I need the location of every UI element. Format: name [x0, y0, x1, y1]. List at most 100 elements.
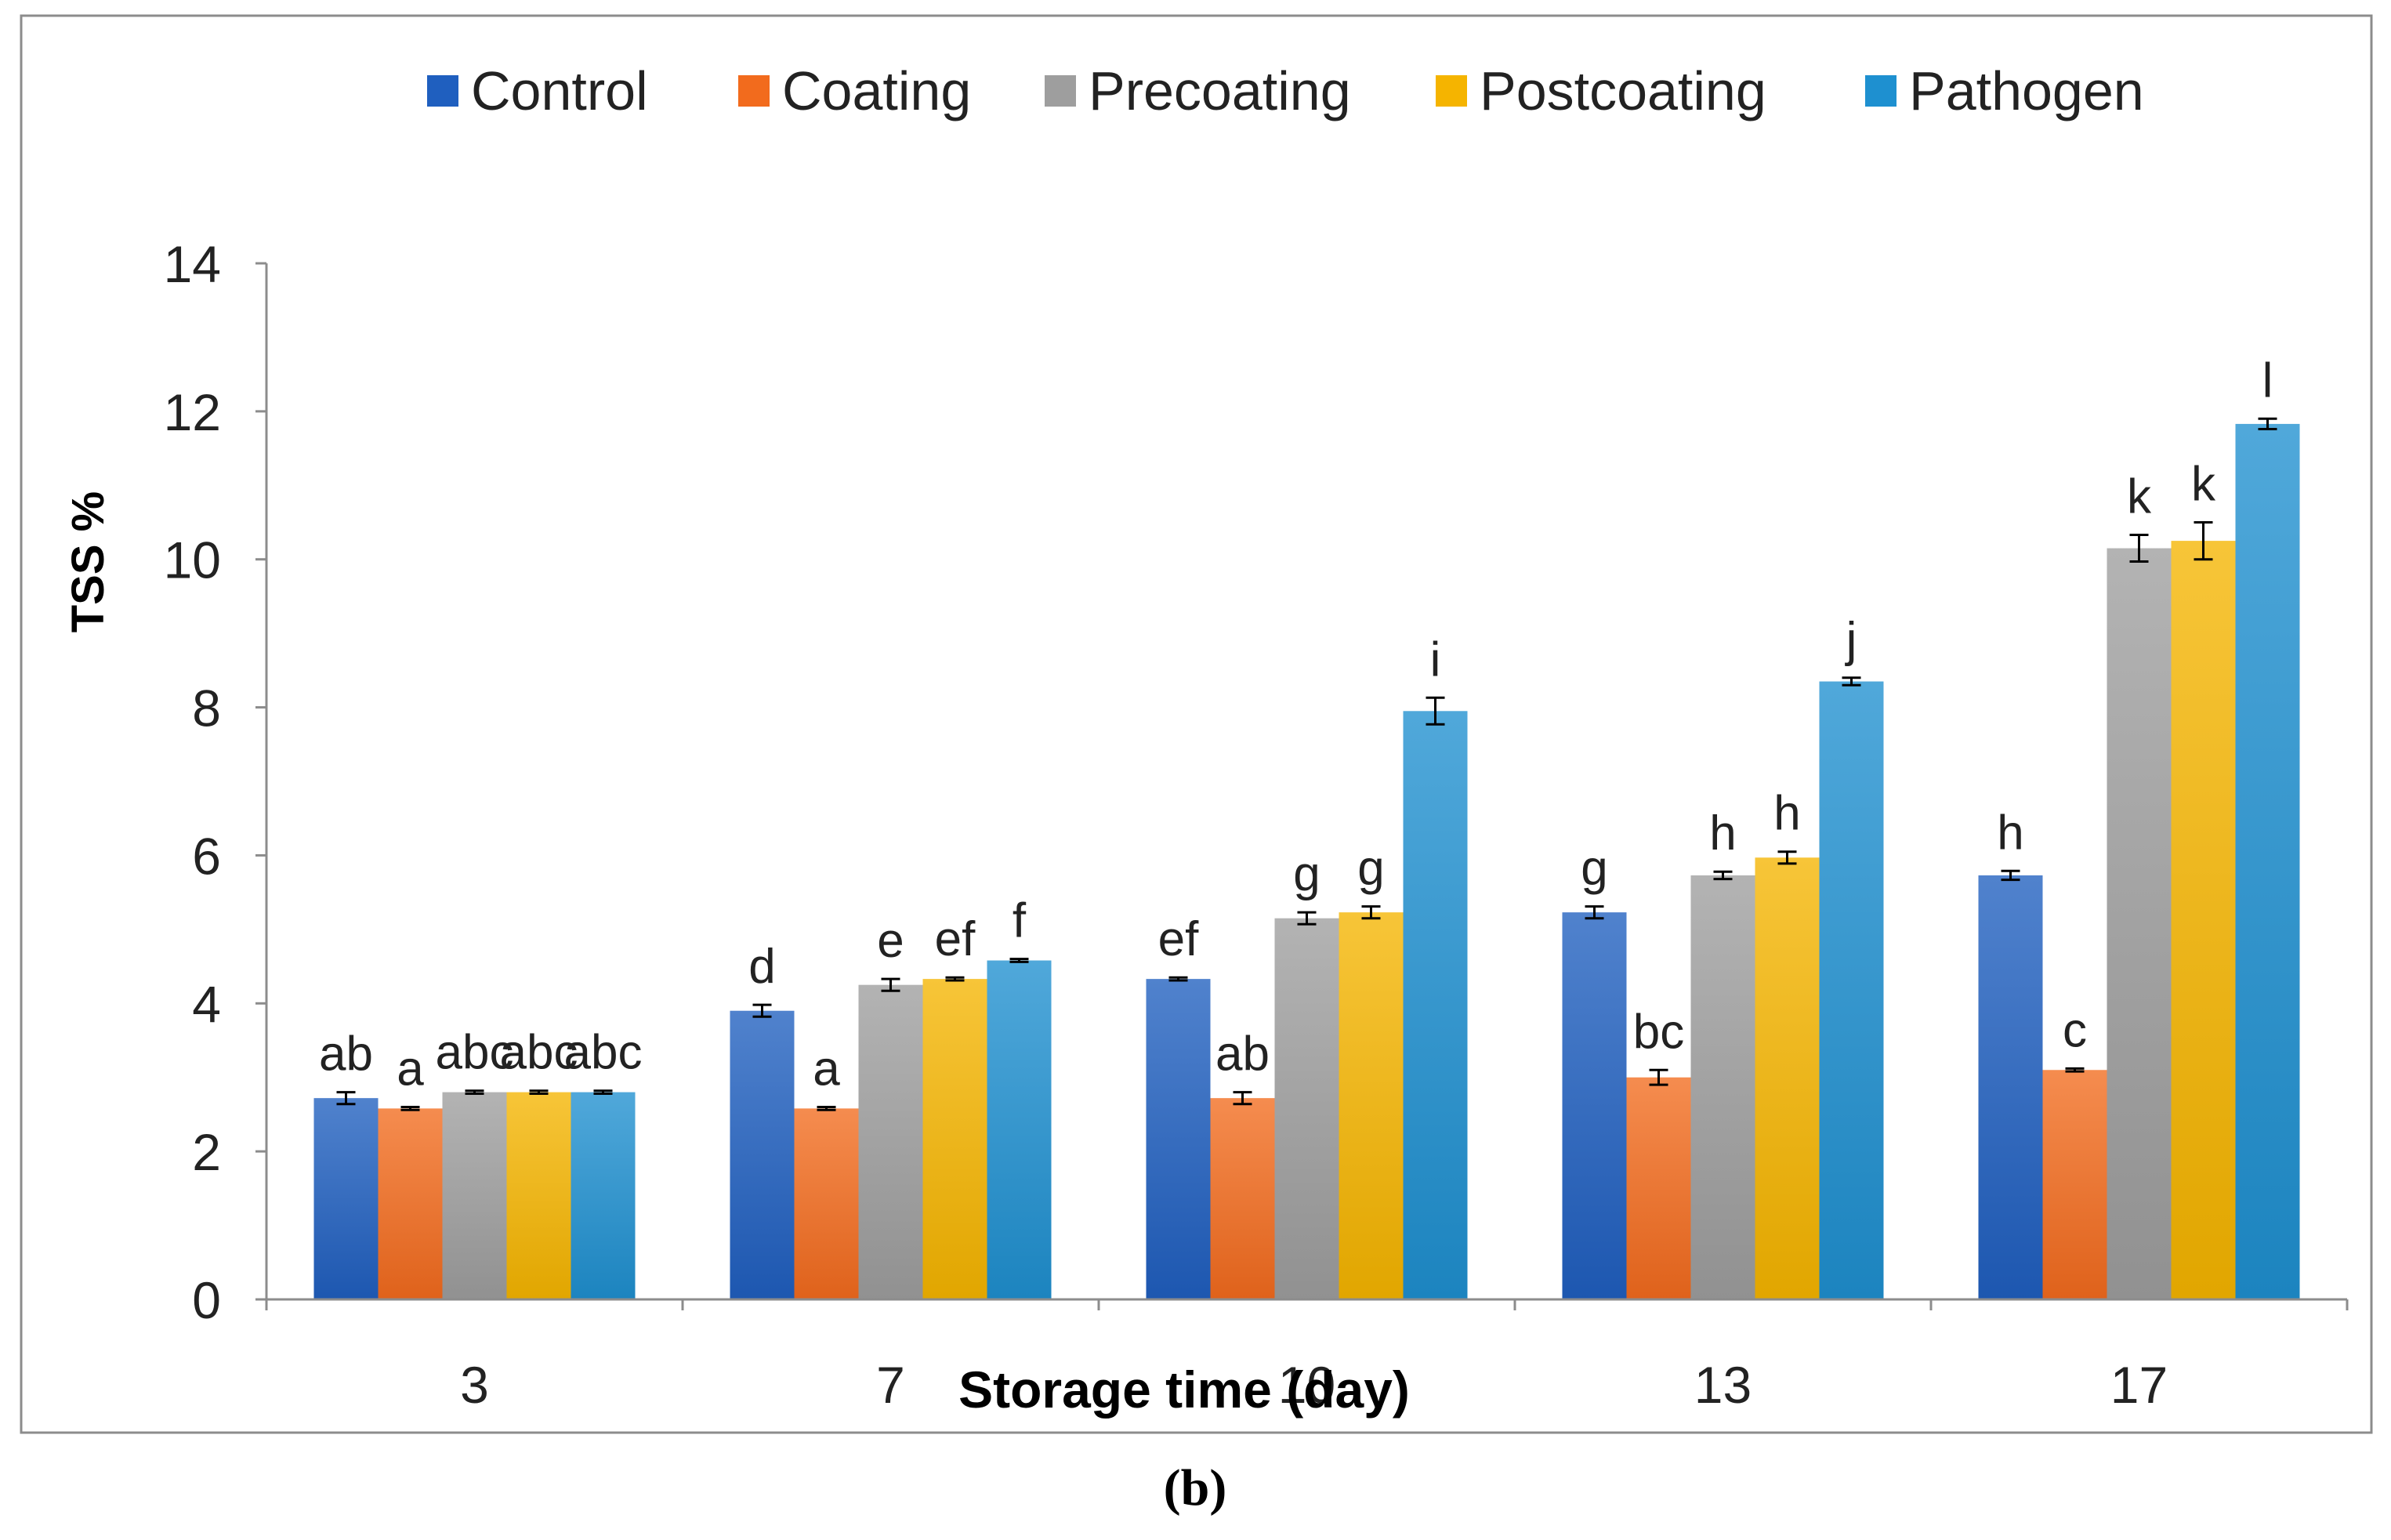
- bar-coating-17: [2042, 1070, 2107, 1299]
- x-tick-label: 13: [1694, 1356, 1752, 1414]
- bar-pathogen-13: [1819, 681, 1884, 1299]
- x-axis-label: Storage time (day): [958, 1361, 1410, 1419]
- error-bar: [1649, 1068, 1668, 1086]
- error-bar: [2129, 534, 2149, 563]
- x-tick-label: 10: [1278, 1356, 1335, 1414]
- bar-coating-10: [1210, 1098, 1275, 1299]
- significance-letter: g: [1357, 842, 1384, 896]
- significance-letter: c: [2063, 1003, 2087, 1057]
- significance-letter: bc: [1633, 1005, 1684, 1059]
- bar-precoating-17: [2107, 548, 2172, 1299]
- error-bar: [817, 1105, 836, 1111]
- significance-letter: a: [813, 1042, 840, 1096]
- significance-letter: i: [1430, 632, 1441, 687]
- error-bar: [2065, 1067, 2085, 1073]
- bar-control-7: [730, 1010, 795, 1299]
- significance-letter: h: [1997, 806, 2023, 860]
- significance-letter: ef: [935, 912, 976, 966]
- legend-swatch: [738, 75, 770, 107]
- error-bar: [400, 1105, 420, 1111]
- x-axis: 3 7 10 13 17: [265, 1298, 2349, 1414]
- bar-postcoating-10: [1339, 912, 1404, 1299]
- significance-letter: abc: [564, 1026, 643, 1080]
- error-bar: [1168, 976, 1188, 982]
- y-tick-label: 4: [192, 975, 221, 1033]
- legend-swatch: [1865, 75, 1896, 107]
- bar-coating-13: [1626, 1077, 1691, 1299]
- error-bar: [529, 1089, 549, 1095]
- legend-label: Pathogen: [1909, 60, 2144, 121]
- bar-control-17: [1978, 875, 2043, 1299]
- error-bar: [1297, 911, 1317, 926]
- error-bar: [465, 1089, 484, 1095]
- y-tick-label: 0: [192, 1271, 221, 1329]
- bar-coating-3: [378, 1108, 443, 1299]
- significance-letter: e: [877, 914, 904, 968]
- y-tick-label: 14: [164, 235, 221, 293]
- error-bar: [1233, 1091, 1252, 1106]
- bar-postcoating-13: [1755, 857, 1820, 1299]
- y-tick-label: 2: [192, 1123, 221, 1181]
- significance-letter: ab: [319, 1027, 373, 1082]
- bar-postcoating-3: [506, 1092, 571, 1299]
- bar-pathogen-10: [1403, 711, 1468, 1299]
- legend-item: Coating: [738, 60, 971, 121]
- bar-pathogen-7: [987, 960, 1052, 1299]
- legend-swatch: [1045, 75, 1076, 107]
- significance-letter: abc: [500, 1026, 578, 1080]
- legend-item: Postcoating: [1436, 60, 1766, 121]
- bar-pathogen-17: [2235, 423, 2300, 1300]
- bar-control-10: [1146, 979, 1211, 1299]
- y-tick-label: 12: [164, 383, 221, 441]
- error-bar: [752, 1003, 772, 1018]
- significance-letter: g: [1581, 842, 1607, 896]
- panel-label: (b): [1164, 1459, 1227, 1516]
- significance-letter: ab: [1215, 1027, 1270, 1082]
- error-bar: [945, 976, 965, 982]
- legend-swatch: [1436, 75, 1467, 107]
- bar-precoating-10: [1274, 918, 1339, 1299]
- legend-item: Pathogen: [1865, 60, 2144, 121]
- bar-precoating-3: [442, 1092, 507, 1299]
- significance-letter: l: [2262, 353, 2273, 408]
- y-tick-label: 8: [192, 679, 221, 737]
- bar-precoating-7: [858, 984, 923, 1299]
- bar-coating-7: [794, 1108, 859, 1299]
- error-bar: [1009, 958, 1029, 963]
- significance-letter: ef: [1158, 912, 1199, 966]
- significance-letter: k: [2127, 470, 2152, 524]
- significance-letter: abc: [436, 1026, 514, 1080]
- bar-postcoating-17: [2171, 541, 2236, 1299]
- x-tick-label: 7: [876, 1356, 905, 1414]
- y-axis-label: TSS %: [63, 491, 114, 633]
- error-bar: [881, 977, 900, 992]
- legend-item: Control: [427, 60, 648, 121]
- error-bar: [2258, 417, 2277, 431]
- significance-letter: a: [397, 1042, 424, 1096]
- bar-pathogen-3: [571, 1092, 636, 1299]
- error-bar: [1426, 696, 1445, 726]
- x-tick-label: 3: [460, 1356, 489, 1414]
- bar-control-13: [1562, 912, 1627, 1299]
- y-tick-label: 6: [192, 827, 221, 885]
- x-tick-label: 17: [2110, 1356, 2168, 1414]
- significance-letter: j: [1845, 613, 1857, 667]
- significance-letter: h: [1773, 787, 1800, 841]
- error-bar: [1361, 905, 1381, 920]
- bar-control-3: [313, 1098, 379, 1299]
- error-bar: [1713, 870, 1733, 881]
- bar-postcoating-7: [922, 979, 987, 1299]
- legend-label: Coating: [782, 60, 971, 121]
- legend-item: Precoating: [1045, 60, 1351, 121]
- bar-precoating-13: [1690, 875, 1755, 1299]
- error-bar: [2001, 869, 2020, 882]
- legend: Control Coating Precoating Postcoating Patho…: [427, 60, 2144, 121]
- significance-letter: d: [748, 940, 775, 994]
- significance-letter: k: [2191, 458, 2216, 512]
- significance-letter: f: [1013, 894, 1027, 948]
- error-bar: [336, 1091, 356, 1106]
- legend-label: Postcoating: [1480, 60, 1766, 121]
